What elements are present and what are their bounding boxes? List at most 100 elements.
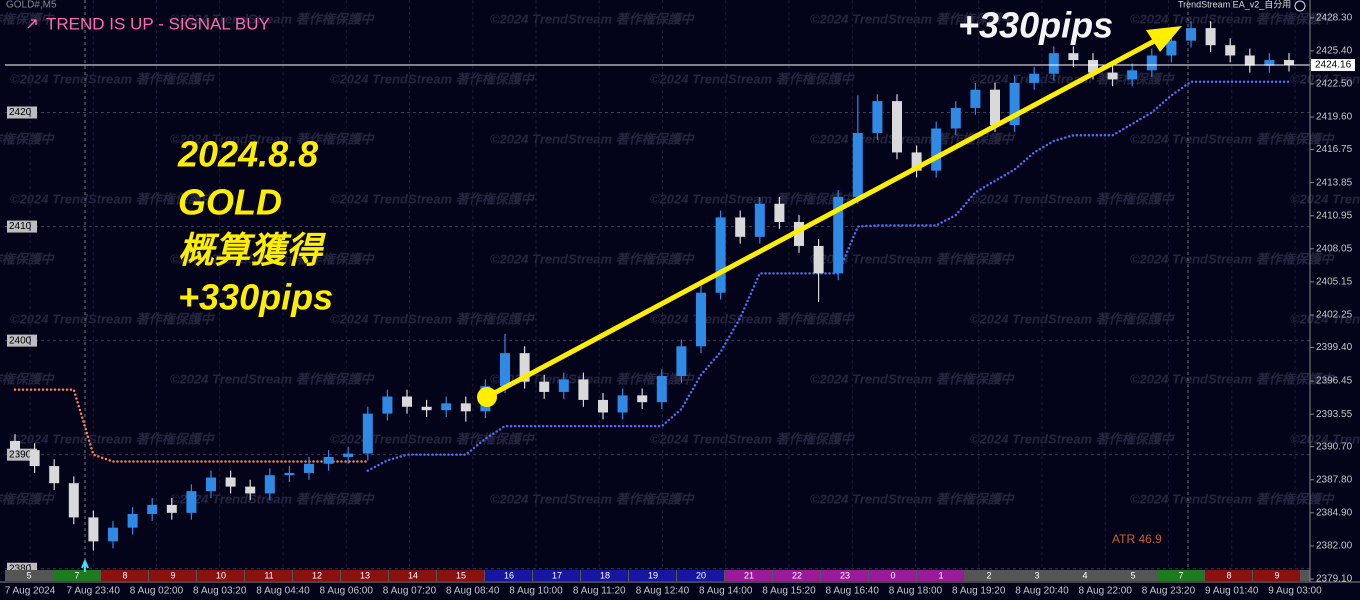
watermark: ©2024 TrendStream 著作権保護中	[490, 251, 696, 266]
watermark: ©2024 TrendStream 著作権保護中	[810, 491, 1016, 506]
watermark: ©2024 TrendStream 著作権保護中	[810, 251, 1016, 266]
candle-body	[794, 221, 804, 246]
candle-body	[833, 196, 844, 274]
session-label: 23	[840, 570, 850, 580]
x-tick-label: 9 Aug 03:00	[1268, 586, 1322, 597]
watermark: ©2024 TrendStream 著作権保護中	[650, 191, 856, 206]
session-label: 17	[552, 570, 562, 580]
candle-body	[872, 101, 883, 134]
last-price-box	[1311, 59, 1355, 72]
watermark: ©2024 TrendStream 著作権保護中	[170, 251, 376, 266]
session-cell	[149, 570, 196, 581]
candle-body	[49, 466, 60, 484]
y-tick-label: 2382.00	[1316, 541, 1353, 552]
annotation: 2024.8.8	[177, 134, 318, 175]
session-label: 2	[986, 570, 991, 580]
y-tick-label: 2384.90	[1316, 507, 1353, 518]
candle-body	[1107, 72, 1118, 80]
candle-body	[500, 353, 510, 387]
candle-body	[323, 456, 334, 464]
candle-body	[578, 379, 589, 400]
watermark: ©2024 TrendStream 著作権保護中	[970, 311, 1176, 326]
trend-icon	[27, 19, 37, 29]
candle-body	[1225, 45, 1236, 56]
session-cell	[821, 570, 868, 581]
watermark: ©2024 TrendStream 著作権保護中	[330, 191, 536, 206]
y-tick-label: 2428.30	[1316, 12, 1353, 23]
watermark: ©2024 TrendStream 著作権保護中	[1130, 371, 1336, 386]
watermark: ©2024 TrendStream 著作権保護中	[490, 131, 696, 146]
watermark: ©2024 TrendStream 著作権保護中	[1130, 251, 1336, 266]
session-cell	[725, 570, 772, 581]
candle-body	[754, 203, 765, 237]
watermark: ©2024 TrendStream 著作権保護中	[650, 311, 856, 326]
indicator-name: TrendStream EA_v2_自分用	[1178, 0, 1291, 9]
watermark: ©2024 TrendStream 著作権保護中	[970, 191, 1176, 206]
session-label: 8	[1226, 570, 1231, 580]
arrow-head	[1146, 26, 1182, 52]
candle-body	[29, 450, 40, 467]
watermark: ©2024 TrendStream 著作権保護中	[810, 11, 1016, 26]
session-label: 5	[26, 570, 31, 580]
candle-body	[1029, 73, 1040, 83]
session-cell	[773, 570, 820, 581]
annotation: +330pips	[178, 277, 333, 318]
candle-body	[421, 406, 432, 411]
candle-body	[127, 513, 138, 528]
session-cell	[1061, 570, 1108, 581]
ea-icon	[1294, 0, 1306, 12]
x-tick-label: 8 Aug 14:00	[699, 586, 753, 597]
candle-body	[284, 472, 295, 476]
session-label: 4	[1082, 570, 1087, 580]
candle-body	[382, 396, 393, 414]
session-cell	[437, 570, 484, 581]
x-tick-label: 8 Aug 03:20	[193, 586, 247, 597]
session-cell	[1157, 570, 1204, 581]
watermarks: ©2024 TrendStream 著作権保護中 ©2024 TrendStrea…	[0, 11, 1360, 506]
session-cell	[293, 570, 340, 581]
session-label: 14	[408, 570, 418, 580]
y-tick-label: 2410.95	[1316, 210, 1353, 221]
x-tick-label: 8 Aug 16:40	[826, 586, 880, 597]
x-tick-label: 8 Aug 04:40	[256, 586, 310, 597]
x-tick-label: 8 Aug 15:20	[762, 586, 816, 597]
watermark: ©2024 TrendStream 著作権保護中	[970, 71, 1176, 86]
session-label: 5	[1130, 570, 1135, 580]
candle-body	[696, 292, 706, 347]
watermark: ©2024 TrendStream 著作権保護中	[170, 131, 376, 146]
candle-body	[108, 527, 118, 542]
left-tick-label: 2390	[9, 449, 32, 460]
x-tick-label: 8 Aug 12:40	[636, 586, 690, 597]
watermark: ©2024 TrendStream 著作権保護中	[330, 431, 536, 446]
candle-body	[147, 504, 158, 514]
candle-body	[1244, 55, 1255, 66]
entry-dot	[477, 387, 497, 407]
y-tick-label: 2413.85	[1316, 177, 1353, 188]
session-cell	[5, 570, 52, 581]
y-tick-label: 2393.55	[1316, 409, 1353, 420]
session-cell	[389, 570, 436, 581]
candle-body	[304, 463, 314, 473]
session-label: 21	[744, 570, 754, 580]
candle-body	[10, 440, 20, 451]
y-tick-label: 2402.25	[1316, 310, 1353, 321]
signal-arrow	[81, 558, 89, 572]
x-tick-label: 7 Aug 2024	[5, 586, 56, 597]
watermark: ©2024 TrendStream 著作権保護中	[0, 131, 56, 146]
candle-body	[1127, 70, 1138, 80]
candle-body	[1146, 55, 1157, 71]
candle-body	[676, 346, 687, 376]
session-label: 15	[456, 570, 466, 580]
x-tick-label: 8 Aug 06:00	[320, 586, 374, 597]
symbol: GOLD#,M5	[6, 0, 57, 11]
session-cell	[581, 570, 628, 581]
candle-body	[519, 353, 530, 382]
session-label: 1	[938, 570, 943, 580]
watermark: ©2024 TrendStream 著作権保護中	[0, 371, 56, 386]
watermark: ©2024 TrendStream 著作権保護中	[1130, 131, 1336, 146]
watermark: ©2024 TrendStream 著作権保護中	[490, 11, 696, 26]
candle-body	[598, 399, 608, 413]
candle-body	[1166, 40, 1177, 56]
candle-body	[343, 453, 354, 457]
